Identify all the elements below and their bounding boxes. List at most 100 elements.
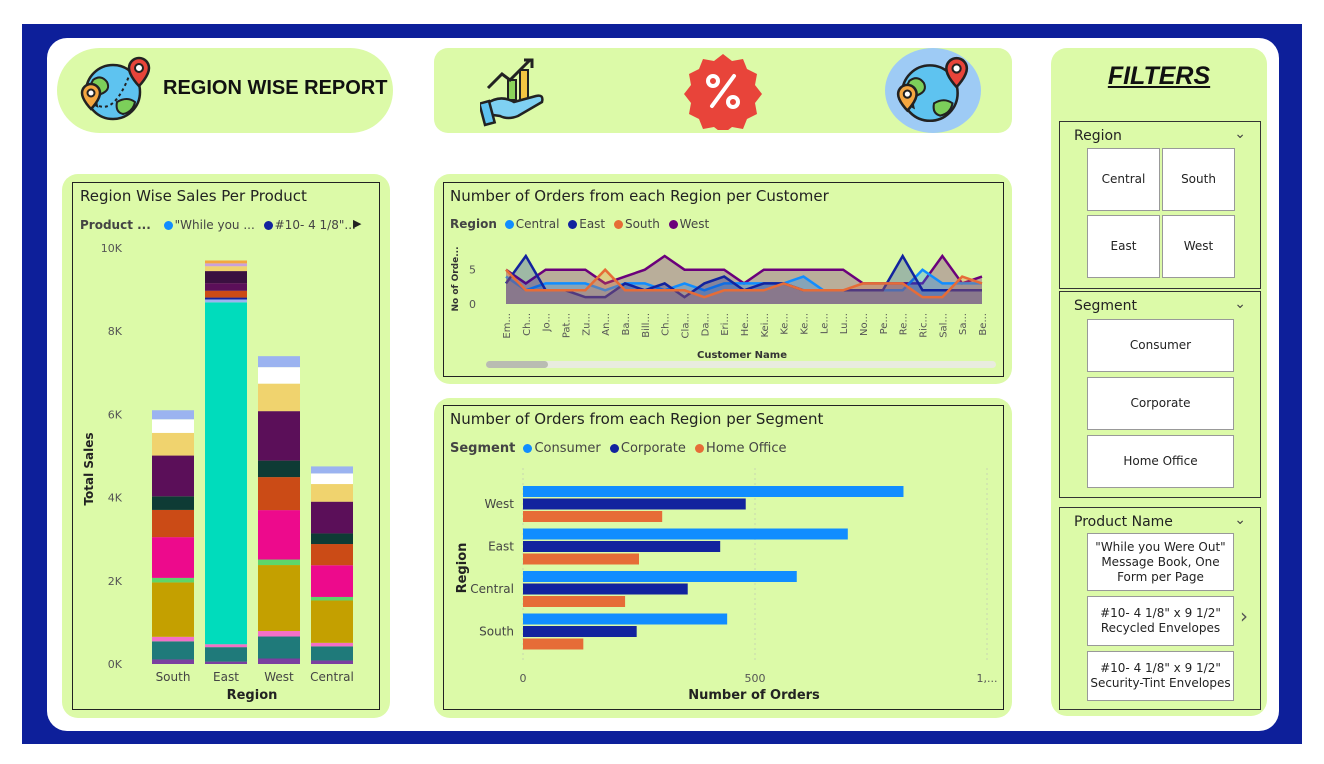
bar-segment xyxy=(311,646,353,661)
y-axis-title: Region xyxy=(455,543,470,594)
y-tick-label: 10K xyxy=(101,242,123,255)
bar-segment xyxy=(152,496,194,510)
bar-segment xyxy=(258,367,300,384)
legend-item[interactable]: Consumer xyxy=(534,441,601,456)
segment-option-consumer[interactable]: Consumer xyxy=(1087,319,1234,372)
bar-segment xyxy=(152,509,194,538)
region-option-south[interactable]: South xyxy=(1162,148,1235,211)
legend-item[interactable]: Corporate xyxy=(620,441,686,456)
bar-segment xyxy=(311,484,353,502)
bar-segment xyxy=(311,533,353,545)
legend-label: Region xyxy=(450,217,497,231)
page-title: REGION WISE REPORT xyxy=(163,77,388,99)
chart-title: Number of Orders from each Region per Se… xyxy=(450,410,824,428)
segment-option-home-office[interactable]: Home Office xyxy=(1087,435,1234,488)
y-tick-label: East xyxy=(488,540,514,554)
y-tick-label: 6K xyxy=(108,408,123,421)
segment-slicer[interactable]: Segment ⌄ Consumer Corporate Home Office xyxy=(1059,291,1261,498)
series-area-east xyxy=(506,256,982,304)
legend-item[interactable]: Home Office xyxy=(706,441,787,456)
bar-segment xyxy=(258,510,300,560)
bar-segment xyxy=(258,477,300,511)
x-tick-label: South xyxy=(156,670,191,684)
y-tick-label: 0 xyxy=(469,298,476,311)
product-slicer[interactable]: Product Name ⌄ "While you Were Out" Mess… xyxy=(1059,507,1261,710)
customer-chart-card[interactable]: Number of Orders from each Region per Cu… xyxy=(443,182,1004,377)
chart-legend: Region Central East South West xyxy=(450,217,709,231)
chevron-down-icon[interactable]: ⌄ xyxy=(1234,512,1246,528)
x-axis-title: Number of Orders xyxy=(688,688,820,703)
x-tick-label: Jo... xyxy=(542,313,553,332)
chart-title: Number of Orders from each Region per Cu… xyxy=(450,187,829,205)
percent-badge-icon xyxy=(684,54,762,130)
region-option-east[interactable]: East xyxy=(1087,215,1160,278)
product-option[interactable]: #10- 4 1/8" x 9 1/2" Security-Tint Envel… xyxy=(1087,651,1234,701)
x-tick-label: Ch... xyxy=(522,313,533,336)
horizontal-scrollbar[interactable] xyxy=(486,361,996,368)
series-area-central xyxy=(506,269,982,304)
chart-legend: Segment Consumer Corporate Home Office xyxy=(450,441,787,456)
sales-chart-card[interactable]: Region Wise Sales Per Product Product ..… xyxy=(72,182,380,710)
chevron-right-icon[interactable]: › xyxy=(1240,604,1248,628)
bar-consumer xyxy=(523,528,848,540)
bar-segment xyxy=(205,302,247,645)
bar-segment xyxy=(152,636,194,642)
chevron-down-icon[interactable]: ⌄ xyxy=(1234,296,1246,312)
x-tick-label: East xyxy=(213,670,239,684)
legend-item[interactable]: Central xyxy=(515,217,560,231)
bar-segment xyxy=(152,410,194,420)
segment-chart-card[interactable]: Number of Orders from each Region per Se… xyxy=(443,405,1004,710)
bar-segment xyxy=(205,290,247,298)
legend-next-arrow[interactable]: ▶ xyxy=(353,217,362,230)
bar-segment xyxy=(152,582,194,637)
region-option-west[interactable]: West xyxy=(1162,215,1235,278)
bar-corporate xyxy=(523,583,688,595)
x-tick-label: Ric... xyxy=(919,313,930,338)
slicer-title: Segment xyxy=(1074,298,1137,314)
bar-segment xyxy=(205,299,247,303)
x-tick-label: Bill... xyxy=(641,313,652,338)
scrollbar-thumb[interactable] xyxy=(486,361,548,368)
bar-segment xyxy=(258,460,300,478)
title-banner: REGION WISE REPORT xyxy=(57,48,393,133)
product-option[interactable]: "While you Were Out" Message Book, One F… xyxy=(1087,533,1234,591)
series-line-south xyxy=(505,267,983,299)
legend-item[interactable]: #10- 4 1/8"... xyxy=(274,218,356,232)
bar-home-office xyxy=(523,638,584,650)
y-tick-label: 0K xyxy=(108,658,123,671)
bar-segment xyxy=(205,271,247,284)
chevron-down-icon[interactable]: ⌄ xyxy=(1234,126,1246,142)
product-option[interactable]: #10- 4 1/8" x 9 1/2" Recycled Envelopes xyxy=(1087,596,1234,646)
bar-corporate xyxy=(523,541,721,552)
filters-title: FILTERS xyxy=(1107,62,1211,90)
region-slicer[interactable]: Region ⌄ Central South East West xyxy=(1059,121,1261,289)
segment-option-corporate[interactable]: Corporate xyxy=(1087,377,1234,430)
legend-item[interactable]: East xyxy=(579,217,606,231)
bar-segment xyxy=(152,455,194,497)
y-axis-title: Total Sales xyxy=(82,432,96,505)
stacked-bar-chart: 0K 2K 4K 6K 8K 10K Total Sales Region South East W… xyxy=(82,242,354,703)
y-tick-label: 5 xyxy=(469,264,476,277)
bar-home-office xyxy=(523,511,663,522)
legend-item[interactable]: "While you ... xyxy=(174,218,255,232)
bar-segment xyxy=(205,297,247,300)
x-tick-label: Da... xyxy=(700,313,711,336)
x-tick-label: 1,... xyxy=(977,672,998,685)
bar-segment xyxy=(258,411,300,461)
x-tick-label: West xyxy=(264,670,294,684)
legend-item[interactable]: South xyxy=(624,217,660,231)
bar-corporate xyxy=(523,626,637,637)
x-tick-label: Cla... xyxy=(681,313,692,338)
x-tick-label: Sal... xyxy=(938,313,949,338)
bar-segment xyxy=(205,283,247,291)
bar-segment xyxy=(311,544,353,566)
x-tick-label: Ch... xyxy=(661,313,672,336)
x-tick-label: An... xyxy=(601,313,612,336)
growth-chart-icon xyxy=(480,58,544,127)
x-axis-title: Region xyxy=(227,688,278,703)
x-tick-label: Kei... xyxy=(760,313,771,338)
region-option-central[interactable]: Central xyxy=(1087,148,1160,211)
x-tick-label: 0 xyxy=(520,672,527,685)
x-tick-label: Em... xyxy=(502,313,513,339)
legend-item[interactable]: West xyxy=(679,217,710,231)
